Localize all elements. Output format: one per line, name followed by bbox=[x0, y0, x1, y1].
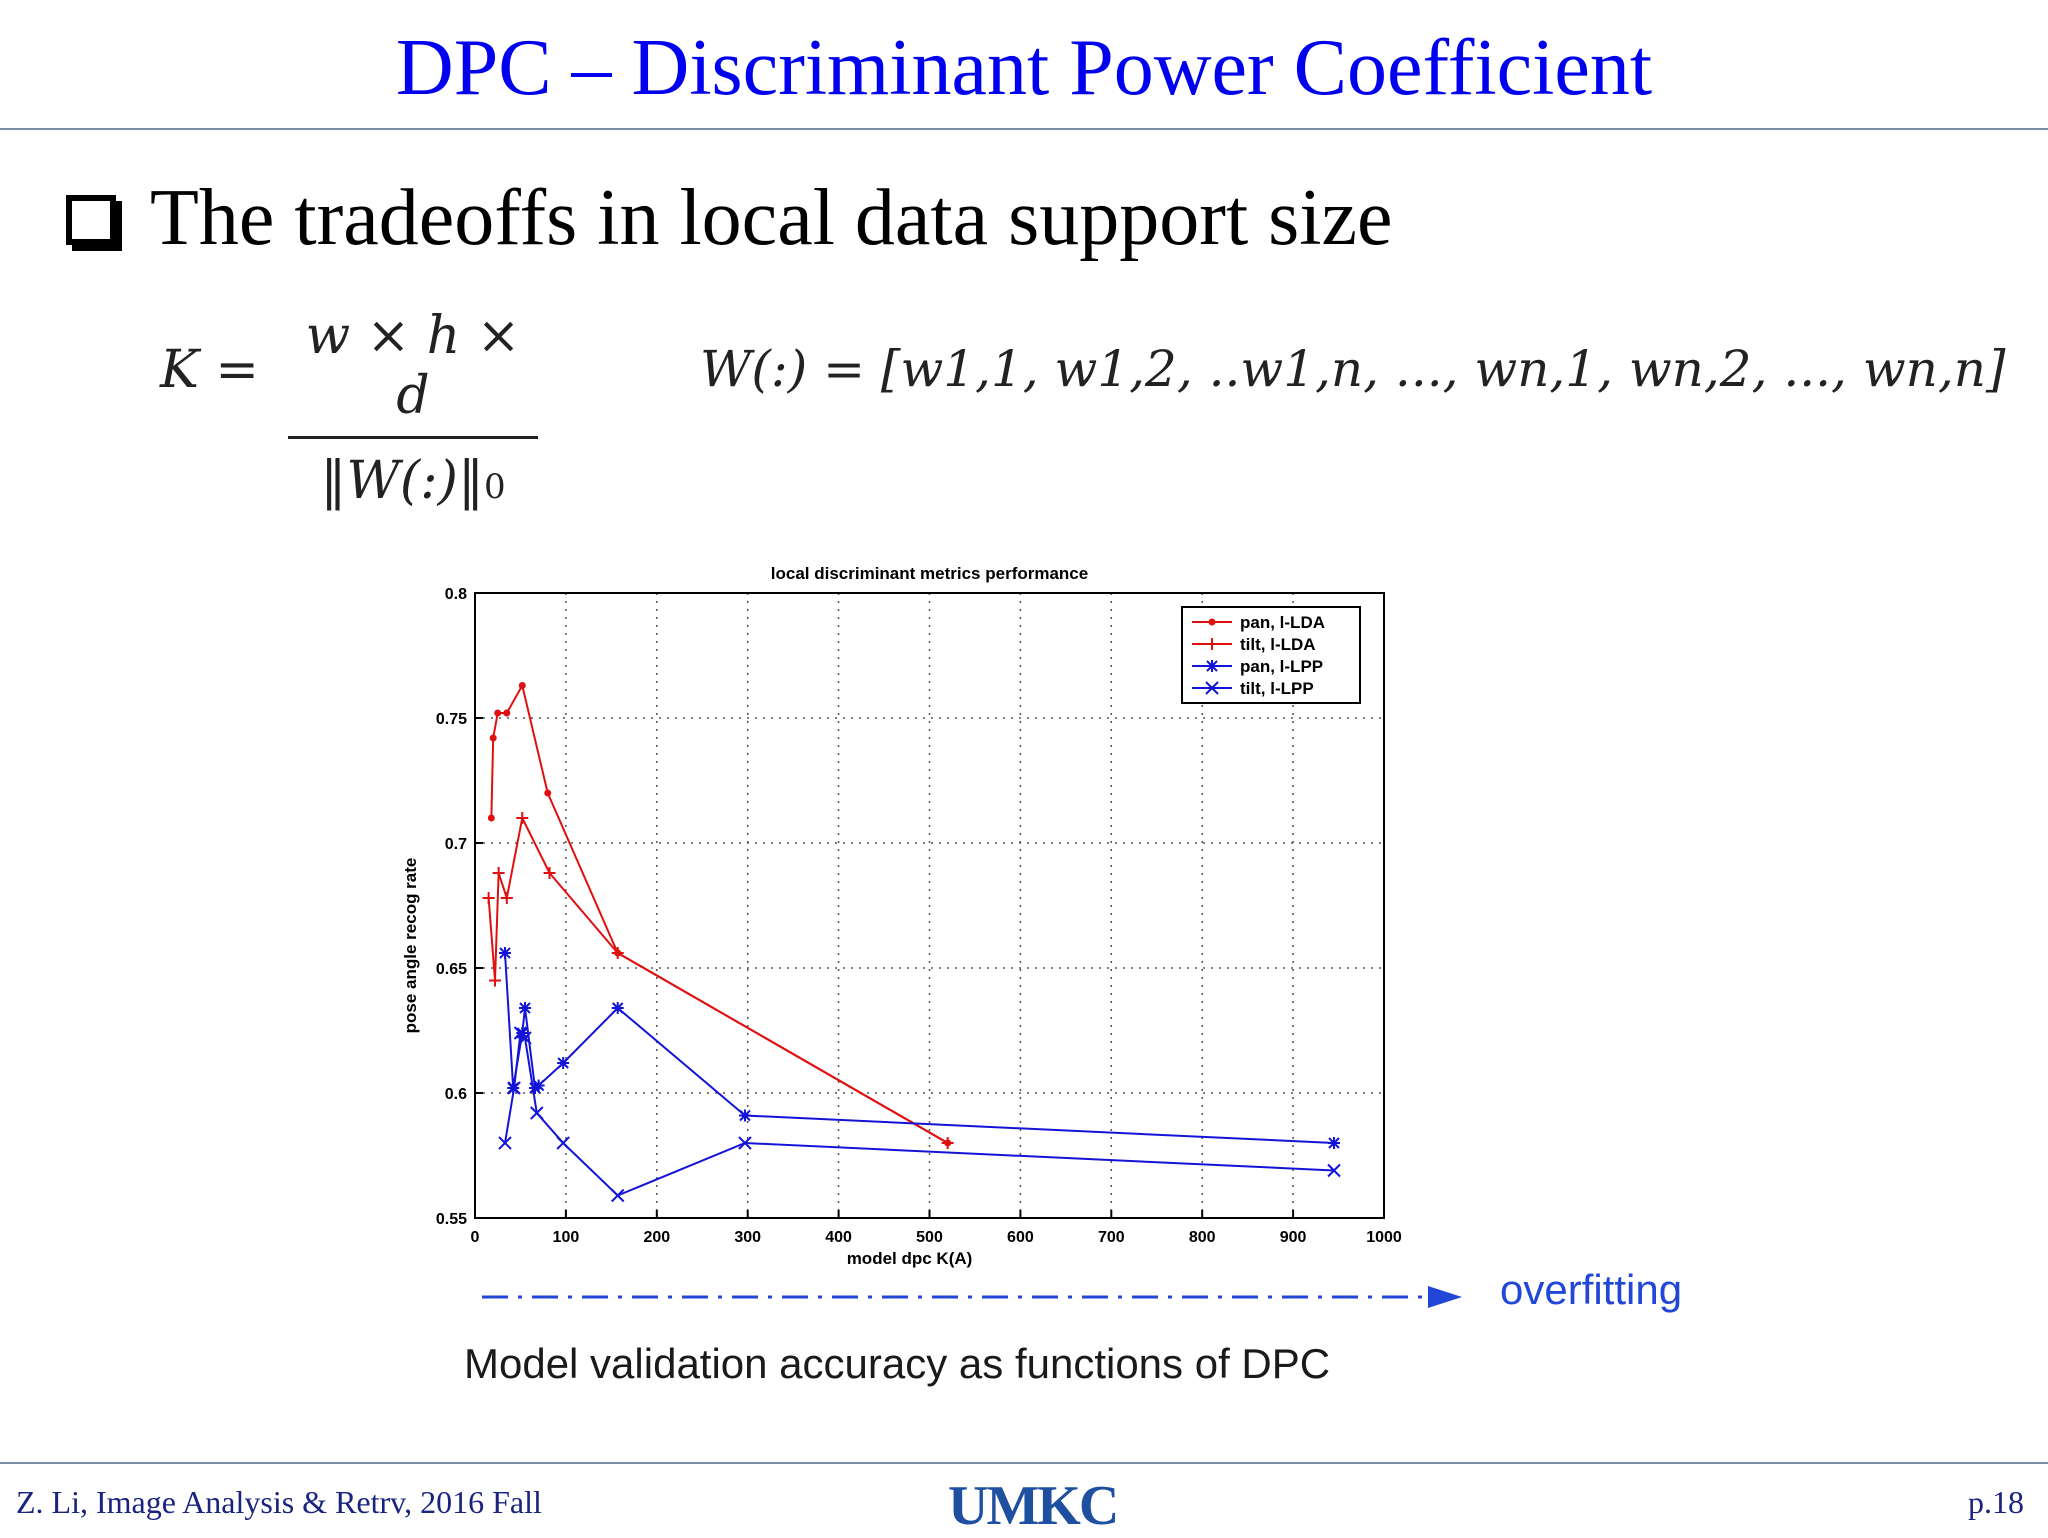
equation-k-fraction: w × h × d ‖W(:)‖0 bbox=[288, 306, 538, 517]
x-tick-label: 200 bbox=[643, 1229, 670, 1246]
data-point-dot bbox=[487, 814, 495, 822]
page-number: p.18 bbox=[1968, 1484, 2024, 1520]
logo-text: UMKC bbox=[948, 1475, 1119, 1537]
data-point-dot bbox=[503, 709, 511, 717]
data-point-dot bbox=[518, 682, 526, 689]
data-point-plus bbox=[611, 947, 624, 959]
chart-series bbox=[482, 682, 1341, 1203]
x-tick-label: 1000 bbox=[1366, 1229, 1402, 1246]
data-point-star bbox=[518, 1002, 531, 1014]
chart-ticks: 0 100 200 300 400 500 600 700 800 900 1000 0.55 0.6 0… bbox=[436, 586, 1402, 1246]
equation-k-numerator: w × h × d bbox=[305, 306, 521, 426]
checkbox-bullet-icon bbox=[66, 195, 116, 245]
legend-label: tilt, l-LDA bbox=[1240, 635, 1316, 654]
y-tick-label: 0.75 bbox=[436, 711, 467, 728]
equation-k-lhs: K = bbox=[160, 340, 259, 400]
x-tick-label: 700 bbox=[1098, 1229, 1125, 1246]
data-point-x bbox=[518, 1031, 532, 1045]
y-tick-label: 0.55 bbox=[436, 1211, 467, 1228]
bullet-text: The tradeoffs in local data support size bbox=[150, 174, 1393, 262]
data-point-x bbox=[611, 1188, 625, 1203]
footer-divider bbox=[0, 1462, 2048, 1464]
footer-course-info: Z. Li, Image Analysis & Retrv, 2016 Fall bbox=[16, 1484, 542, 1520]
equation-k-denominator-sub: 0 bbox=[483, 467, 506, 507]
data-point-plus bbox=[543, 867, 556, 879]
legend-label: tilt, l-LPP bbox=[1240, 679, 1314, 698]
title-divider bbox=[0, 128, 2048, 130]
data-point-x bbox=[1205, 681, 1219, 695]
series-1 bbox=[482, 812, 954, 1149]
y-tick-label: 0.7 bbox=[445, 836, 467, 853]
data-point-plus bbox=[1206, 638, 1218, 650]
x-tick-label: 900 bbox=[1280, 1229, 1307, 1246]
overfitting-arrow-head bbox=[1428, 1286, 1462, 1308]
equation-k-denominator: ‖W(:)‖ bbox=[320, 451, 484, 511]
fraction-bar bbox=[288, 436, 538, 439]
equation-w: W(:) = [w1,1, w1,2, ..w1,n, ..., wn,1, w… bbox=[700, 340, 2006, 398]
x-tick-label: 500 bbox=[916, 1229, 943, 1246]
chart-title: local discriminant metrics performance bbox=[771, 564, 1088, 583]
data-point-x bbox=[738, 1136, 752, 1150]
data-point-dot bbox=[489, 734, 497, 742]
data-point-x bbox=[1327, 1163, 1341, 1178]
y-tick-label: 0.8 bbox=[445, 586, 467, 603]
series-0 bbox=[487, 682, 952, 1147]
data-point-x bbox=[530, 1106, 544, 1120]
overfitting-label: overfitting bbox=[1500, 1266, 1683, 1313]
x-tick-label: 400 bbox=[825, 1229, 852, 1246]
series-line bbox=[487, 814, 949, 1144]
legend-label: pan, l-LDA bbox=[1240, 613, 1325, 632]
x-tick-label: 300 bbox=[734, 1229, 761, 1246]
data-point-star bbox=[532, 1079, 545, 1092]
series-3 bbox=[498, 1026, 1341, 1203]
x-tick-label: 600 bbox=[1007, 1229, 1034, 1246]
umkc-logo: UMKC bbox=[948, 1474, 1119, 1538]
data-point-star bbox=[498, 947, 511, 959]
data-point-star bbox=[1328, 1137, 1341, 1149]
data-point-star bbox=[516, 1027, 529, 1039]
data-point-plus bbox=[500, 892, 513, 904]
series-line bbox=[490, 682, 949, 1144]
data-point-star bbox=[611, 1002, 624, 1014]
chart-x-axis-label: model dpc K(A) bbox=[847, 1249, 973, 1268]
data-point-star bbox=[557, 1057, 570, 1069]
chart-caption: Model validation accuracy as functions o… bbox=[464, 1340, 1331, 1387]
bullet-item: The tradeoffs in local data support size bbox=[66, 168, 1393, 268]
x-tick-label: 800 bbox=[1189, 1229, 1216, 1246]
legend-label: pan, l-LPP bbox=[1240, 657, 1323, 676]
series-line bbox=[504, 1030, 1335, 1197]
data-point-star bbox=[738, 1109, 751, 1122]
data-point-plus bbox=[492, 867, 505, 879]
data-point-star bbox=[1206, 660, 1218, 672]
data-point-x bbox=[507, 1081, 521, 1095]
x-tick-label: 100 bbox=[553, 1229, 580, 1246]
series-2 bbox=[498, 947, 1341, 1149]
data-point-dot bbox=[1208, 618, 1216, 626]
data-point-plus bbox=[941, 1137, 954, 1149]
data-point-plus bbox=[516, 812, 529, 824]
series-line bbox=[503, 952, 1335, 1144]
slide-title: DPC – Discriminant Power Coefficient bbox=[395, 24, 1653, 112]
data-point-plus bbox=[488, 974, 501, 987]
y-tick-label: 0.65 bbox=[436, 961, 467, 978]
y-tick-label: 0.6 bbox=[445, 1086, 467, 1103]
data-point-dot bbox=[544, 789, 552, 797]
data-point-x bbox=[556, 1136, 570, 1150]
x-tick-label: 0 bbox=[471, 1229, 480, 1246]
chart-legend: pan, l-LDA tilt, l-LDA pan, l-LPP tilt, l-L… bbox=[1181, 606, 1361, 704]
data-point-plus bbox=[482, 892, 495, 904]
data-point-dot bbox=[494, 709, 502, 717]
data-point-x bbox=[498, 1136, 512, 1150]
chart-y-axis-label: pose angle recog rate bbox=[401, 858, 420, 1034]
